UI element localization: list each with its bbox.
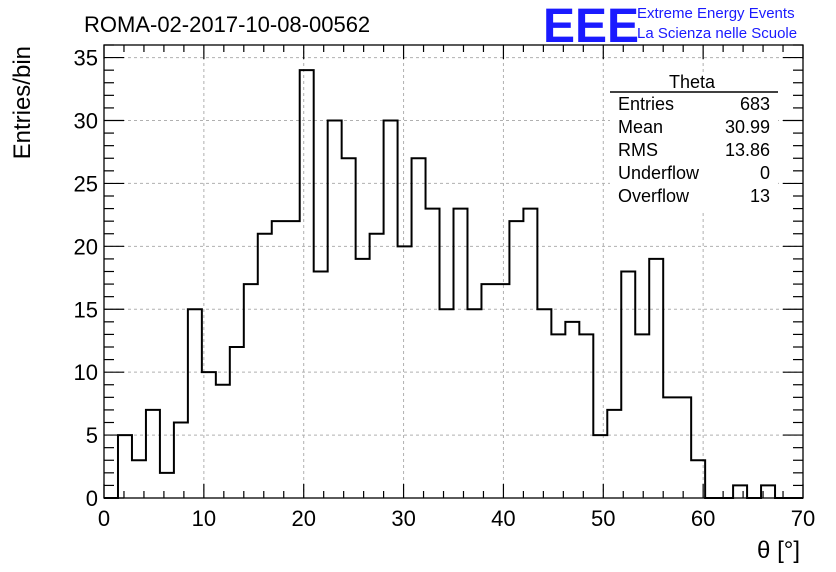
x-tick-label: 50 [591,506,615,531]
x-tick-label: 0 [98,506,110,531]
y-tick-label: 10 [74,360,98,385]
stats-value: 30.99 [725,117,770,137]
stats-label: RMS [618,140,658,160]
y-tick-labels: 0 5 10 15 20 25 30 35 [74,46,98,511]
stats-value: 0 [760,163,770,183]
histogram-series [104,69,803,499]
y-axis-title: Entries/bin [9,46,36,159]
y-tick-label: 5 [86,423,98,448]
stats-label: Entries [618,94,674,114]
x-tick-label: 70 [791,506,815,531]
stats-title: Theta [669,72,716,92]
stats-label: Underflow [618,163,700,183]
x-tick-label: 30 [391,506,415,531]
eee-logo: EEE Extreme Energy Events La Scienza nel… [543,0,797,53]
x-tick-labels: 0 10 20 30 40 50 60 70 [98,506,815,531]
y-tick-label: 25 [74,171,98,196]
x-tick-label: 40 [491,506,515,531]
y-tick-label: 30 [74,109,98,134]
stats-label: Overflow [618,186,690,206]
x-tick-label: 60 [691,506,715,531]
stats-value: 683 [740,94,770,114]
logo-line2: La Scienza nelle Scuole [637,25,797,42]
chart-title: ROMA-02-2017-10-08-00562 [84,12,370,37]
stats-value: 13 [750,186,770,206]
y-tick-label: 35 [74,46,98,71]
logo-line1: Extreme Energy Events [637,5,795,22]
stats-box: Theta Entries 683 Mean 30.99 RMS 13.86 Underfl… [610,72,778,210]
x-tick-label: 10 [192,506,216,531]
x-axis-title: θ [°] [757,537,800,564]
axis-ticks [103,44,804,499]
stats-label: Mean [618,117,663,137]
stats-value: 13.86 [725,140,770,160]
x-tick-label: 20 [291,506,315,531]
logo-mark: EEE [543,0,639,53]
y-tick-label: 20 [74,234,98,259]
y-tick-label: 15 [74,297,98,322]
y-tick-label: 0 [86,486,98,511]
